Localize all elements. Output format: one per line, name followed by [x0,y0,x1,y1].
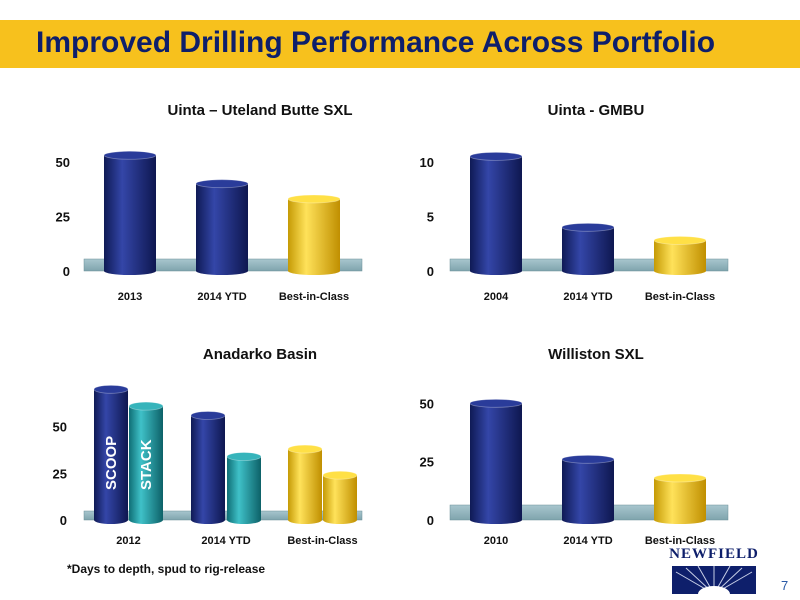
bar [562,459,614,520]
x-category-label: 2013 [118,291,142,303]
bar-top [93,384,129,394]
bar-base [129,516,163,524]
y-tick-label: 25 [56,209,70,224]
bar [288,198,340,271]
bar-base [470,267,522,275]
x-category-label: Best-in-Class [287,535,357,547]
y-tick-label: 0 [427,513,434,528]
y-tick-label: 25 [53,466,67,481]
x-category-label: 2012 [116,535,140,547]
bar-top [653,473,707,483]
bar-top [190,411,226,420]
bar-top [561,454,615,464]
footnote: *Days to depth, spud to rig-release [67,562,266,576]
bar [288,449,322,520]
bar [129,406,163,520]
x-category-label: 2014 YTD [563,291,612,303]
bar [196,183,248,271]
logo-sunburst-icon [672,565,756,600]
logo-text: NEWFIELD [669,546,759,562]
bar [191,415,225,520]
bar-top [469,151,523,161]
bar-top [226,452,262,461]
x-category-label: 2014 YTD [563,535,612,547]
chart-title-williston: Williston SXL [548,346,644,363]
bar-base [654,267,706,275]
y-tick-label: 25 [420,455,434,470]
bar-base [104,267,156,275]
bar [470,403,522,520]
bar-top [561,222,615,232]
series-label-scoop: SCOOP [103,436,120,490]
bar-top [195,179,249,189]
y-tick-label: 50 [56,155,70,170]
bar-top [103,150,157,160]
y-tick-label: 50 [420,396,434,411]
bar-top [653,236,707,245]
x-category-label: Best-in-Class [645,291,715,303]
bar [654,478,706,520]
y-tick-label: 0 [60,513,67,528]
x-category-label: 2004 [484,291,509,303]
page-number: 7 [781,578,789,593]
x-category-label: Best-in-Class [645,535,715,547]
bar [227,456,261,520]
x-category-label: 2010 [484,535,508,547]
bar-base [323,516,357,524]
bar-base [191,516,225,524]
bar [654,240,706,271]
chart-title-uinta-uteland: Uinta – Uteland Butte SXL [167,102,353,119]
chart-title-anadarko: Anadarko Basin [202,346,318,363]
bar [104,155,156,271]
bar [323,475,357,520]
bar-base [227,516,261,524]
y-tick-label: 0 [63,264,70,279]
title-bar: Improved Drilling Performance Across Por… [0,20,800,68]
slide-title: Improved Drilling Performance Across Por… [36,26,716,59]
x-category-label: 2014 YTD [197,291,246,303]
bar [94,389,128,520]
bar-top [469,398,523,408]
bar-base [562,516,614,524]
y-tick-label: 10 [420,155,434,170]
bar [470,156,522,271]
bar-base [196,267,248,275]
x-category-label: Best-in-Class [279,291,349,303]
bar-base [654,516,706,524]
y-tick-label: 50 [53,420,67,435]
bar-base [470,516,522,524]
newfield-logo: NEWFIELD [668,546,760,600]
bar-base [288,516,322,524]
y-tick-label: 0 [427,264,434,279]
bar [562,227,614,271]
x-category-label: 2014 YTD [201,535,250,547]
bar-top [287,444,323,454]
bar-top [287,194,341,204]
series-label-stack: STACK [138,439,155,490]
bar-base [94,516,128,524]
chart-title-uinta-gmbu: Uinta - GMBU [547,102,645,119]
bar-top [322,470,358,480]
bar-top [128,401,164,411]
y-tick-label: 5 [427,209,434,224]
bar-base [288,267,340,275]
bar-base [562,267,614,275]
